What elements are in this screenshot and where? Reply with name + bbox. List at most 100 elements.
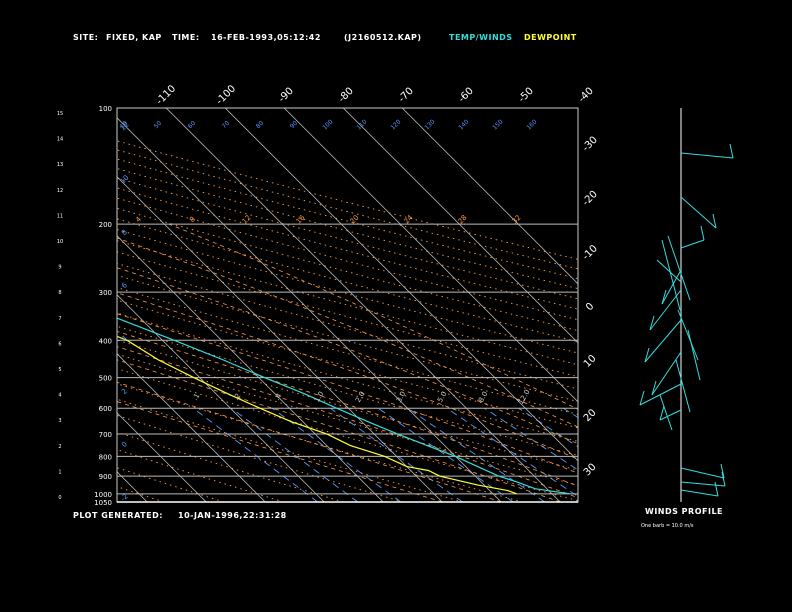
dry-adiabat [117,158,578,280]
upper-adiabat-label: 100 [321,118,334,131]
chart-labels: 1050100090080070060050040030020010001234… [57,83,600,507]
isotherm-line [117,412,207,502]
barb-note: One barb = 10.0 m/s [641,523,694,529]
height-tick-label: 0 [58,495,61,501]
isotherm-line [117,471,148,502]
pressure-tick-label: 900 [99,473,112,481]
height-tick-label: 8 [58,290,61,296]
moist-adiabat [117,313,578,474]
top-temp-tick-label: -80 [337,86,356,105]
adiabat-label: 2 [120,387,129,396]
file-id: (J2160512.KAP) [344,33,422,42]
right-temp-tick-label: -10 [581,243,600,262]
right-temp-tick-label: -30 [581,135,600,154]
dry-adiabat [117,149,578,270]
adiabat-label: 12 [119,121,131,133]
pressure-tick-label: 1000 [94,491,112,499]
wind-barb-feather [644,347,650,363]
chart-grid [117,108,578,502]
dry-adiabat [117,177,578,300]
time-label: TIME: [172,33,200,42]
pressure-tick-label: 400 [99,337,112,345]
height-tick-label: 13 [57,162,63,168]
top-temp-tick-label: -40 [577,86,596,105]
wind-barb [661,269,682,305]
chart-profiles [117,317,570,495]
plot-generated-value: 10-JAN-1996,22:31:28 [178,511,287,520]
height-tick-label: 14 [57,137,63,143]
winds-profile-panel [639,108,734,502]
dry-adiabat [117,207,578,332]
winds-profile-label: WINDS PROFILE [645,507,724,516]
mixing-ratio-label: 8.0 [477,390,489,404]
dry-adiabat [117,486,165,502]
mixing-ratio-line [271,407,402,502]
dry-adiabat [117,274,578,403]
top-temp-tick-label: -110 [154,83,178,107]
pressure-tick-label: 500 [99,375,112,383]
height-tick-label: 11 [57,213,63,219]
adiabat-label: 8 [120,228,129,237]
upper-adiabat-label: 60 [187,120,197,130]
wind-barb-feather [729,143,734,159]
wind-barb [649,289,682,331]
height-tick-label: 1 [58,469,61,475]
wind-barb-feather [712,213,717,229]
dry-adiabat [117,287,578,415]
top-temp-tick-label: -100 [214,83,238,107]
wind-barb-feather [649,315,655,331]
dry-adiabat [117,229,578,354]
dry-adiabat [117,383,524,502]
dry-adiabat [117,353,578,486]
height-tick-label: 9 [58,265,61,271]
isotherm-line [117,353,266,502]
theta-label: 4 [134,215,143,224]
upper-adiabat-label: 130 [423,118,436,131]
mixing-ratio-label: .4 [273,392,284,402]
theta-label: 32 [511,214,523,226]
isotherm-line [401,108,578,285]
wind-barb-feather [721,471,726,487]
moist-adiabat [117,292,578,460]
right-temp-tick-label: 30 [582,462,599,479]
pressure-tick-label: 100 [99,105,112,113]
dry-adiabat [117,197,578,321]
wind-barb-feather [661,289,667,305]
moist-adiabat [168,223,578,410]
top-temp-tick-label: -70 [397,86,416,105]
adiabat-label: 4 [120,334,129,343]
height-tick-label: 4 [58,393,61,399]
mixing-ratio-line [446,407,578,498]
wind-barb-feather [659,394,673,431]
moist-adiabat [117,237,578,428]
mixing-ratio-line [563,407,578,419]
height-tick-label: 15 [57,111,63,117]
site-label: SITE: [73,33,99,42]
dewpoint-profile-line [117,335,517,495]
wind-barb-feather [687,329,701,381]
wind-barb-feather [659,405,665,421]
wind-barb-feather [720,463,725,479]
legend-dewpoint: DEWPOINT [524,33,577,42]
wind-barb [680,196,717,229]
wind-barb [644,319,682,363]
upper-adiabat-label: 150 [491,118,504,131]
theta-label: 12 [241,214,253,226]
dry-adiabat [117,467,224,502]
plot-generated-label: PLOT GENERATED: [73,511,163,520]
temperature-profile-line [117,317,570,495]
wind-barb-feather [667,235,691,301]
top-temp-tick-label: -50 [517,86,536,105]
mixing-ratio-label: .2 [232,392,242,402]
height-tick-label: 6 [58,341,61,347]
pressure-tick-label: 300 [99,289,112,297]
time-value: 16-FEB-1993,05:12:42 [211,33,321,42]
dry-adiabat [117,240,578,366]
isotherm-line [283,108,578,403]
wind-barb [680,467,725,479]
wind-barb-feather [656,259,682,283]
upper-adiabat-label: 80 [255,120,265,130]
theta-label: 20 [349,214,361,226]
wind-barb [680,481,726,487]
